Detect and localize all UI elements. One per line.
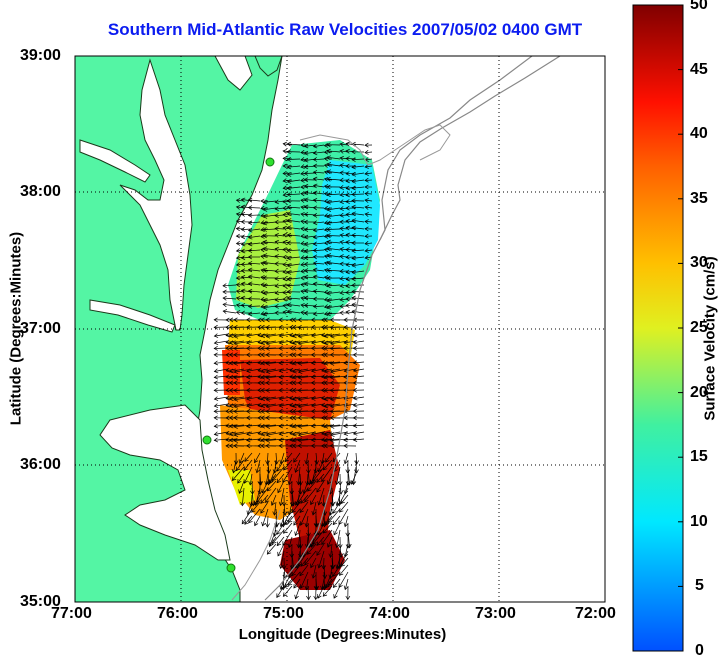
station-marker <box>227 564 235 572</box>
velocity-vector <box>346 250 356 251</box>
colorbar-tick-label: 45 <box>690 61 708 79</box>
velocity-vector <box>352 194 364 195</box>
velocity-vector <box>287 159 300 160</box>
y-tick-label: 39:00 <box>20 47 61 65</box>
x-tick-label: 76:00 <box>157 605 198 623</box>
colorbar-tick-label: 15 <box>690 448 708 466</box>
station-marker <box>203 436 211 444</box>
velocity-vector <box>352 292 364 293</box>
station-marker <box>266 158 274 166</box>
x-tick-label: 77:00 <box>51 605 92 623</box>
x-tick-label: 73:00 <box>475 605 516 623</box>
colorbar <box>633 5 683 651</box>
colorbar-label: Surface Velocity (cm/s) <box>702 229 719 449</box>
velocity-vector <box>249 208 261 209</box>
y-axis-label: Latitude (Degrees:Minutes) <box>8 209 25 449</box>
velocity-vector <box>249 306 261 307</box>
velocity-vector <box>327 236 340 237</box>
colorbar-tick-label: 5 <box>695 577 704 595</box>
x-tick-label: 72:00 <box>575 605 616 623</box>
colorbar-tick-label: 50 <box>690 0 708 14</box>
x-tick-label: 74:00 <box>369 605 410 623</box>
colorbar-tick-label: 0 <box>695 642 704 660</box>
y-tick-label: 38:00 <box>20 183 61 201</box>
velocity-vector <box>283 306 292 307</box>
colorbar-tick-label: 10 <box>690 513 708 531</box>
y-tick-label: 37:00 <box>20 320 61 338</box>
colorbar-tick-label: 35 <box>690 190 708 208</box>
velocity-vector <box>313 215 324 216</box>
x-tick-label: 75:00 <box>263 605 304 623</box>
velocity-vector <box>327 229 340 230</box>
colorbar-tick-label: 40 <box>690 125 708 143</box>
y-tick-label: 36:00 <box>20 456 61 474</box>
x-axis-label: Longitude (Degrees:Minutes) <box>200 626 485 643</box>
